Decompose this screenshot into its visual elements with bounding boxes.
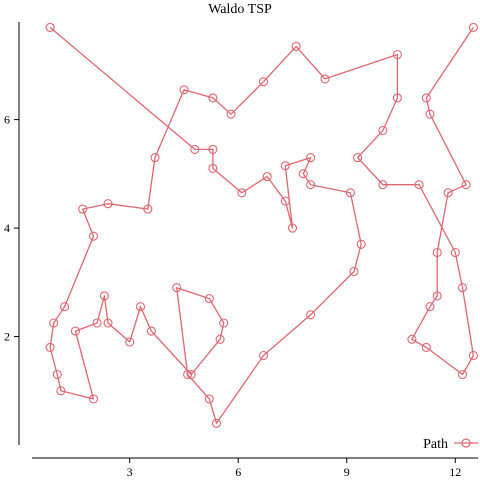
data-point	[468, 350, 478, 361]
data-point	[287, 223, 298, 233]
x-tick-label: 3	[127, 465, 133, 479]
data-point	[407, 334, 417, 344]
data-point	[414, 180, 424, 190]
data-point	[88, 231, 99, 241]
data-point	[99, 291, 109, 301]
data-point	[215, 334, 225, 344]
data-point	[425, 302, 435, 312]
data-point	[78, 204, 88, 214]
x-tick-label: 9	[344, 465, 350, 479]
x-ticks: 3 6 9 12	[127, 458, 461, 479]
data-point	[208, 163, 218, 173]
data-point	[92, 318, 102, 328]
data-point	[298, 169, 308, 179]
data-point	[425, 109, 435, 119]
data-point	[450, 247, 460, 258]
data-point	[457, 283, 468, 293]
data-point	[150, 153, 160, 163]
axes	[18, 22, 478, 459]
chart-title: Waldo TSP	[208, 2, 272, 17]
data-point	[378, 125, 388, 136]
data-point	[353, 153, 363, 163]
data-point	[183, 369, 193, 380]
data-point	[356, 239, 366, 249]
data-point	[190, 144, 200, 154]
data-point	[443, 188, 453, 198]
data-point	[226, 109, 236, 119]
data-point	[146, 326, 156, 336]
y-tick-label: 2	[4, 330, 10, 344]
data-point	[345, 188, 355, 198]
x-tick-label: 6	[235, 465, 241, 479]
data-point	[172, 283, 182, 293]
data-point	[211, 418, 222, 428]
data-point	[52, 369, 62, 380]
data-point	[49, 318, 59, 328]
data-point	[306, 180, 316, 190]
legend-marker-path	[461, 438, 471, 448]
y-tick-label: 6	[4, 113, 10, 127]
data-point	[103, 199, 113, 209]
y-tick-label: 4	[4, 221, 10, 235]
data-point	[306, 310, 316, 320]
data-point	[237, 188, 247, 198]
data-point	[70, 326, 80, 336]
data-point	[378, 180, 388, 190]
data-point	[291, 41, 301, 51]
data-point	[208, 93, 218, 103]
data-point	[45, 342, 55, 352]
data-point	[60, 302, 70, 312]
data-point	[421, 342, 431, 352]
data-point	[103, 318, 113, 328]
data-point	[258, 77, 269, 87]
data-point	[208, 144, 218, 154]
data-point	[125, 337, 135, 347]
data-point	[186, 369, 196, 380]
data-point	[88, 394, 99, 404]
data-point	[45, 22, 55, 32]
x-tick-label: 12	[449, 465, 461, 479]
plot-area	[45, 22, 478, 428]
data-point	[219, 318, 229, 328]
legend: Path	[423, 437, 478, 452]
data-point	[432, 291, 442, 301]
data-point	[179, 85, 189, 95]
data-point	[280, 196, 290, 206]
data-point	[143, 204, 153, 214]
data-point	[421, 93, 431, 103]
data-point	[392, 49, 402, 60]
data-point	[320, 74, 330, 84]
data-point	[461, 180, 471, 190]
data-point	[280, 161, 290, 171]
data-point	[468, 22, 478, 32]
legend-label-path: Path	[423, 437, 448, 452]
data-point	[135, 302, 146, 312]
series-line-path	[49, 26, 475, 424]
data-point	[306, 153, 316, 163]
data-point	[56, 386, 66, 396]
data-point	[262, 172, 272, 182]
data-point	[258, 350, 269, 361]
data-point	[204, 294, 214, 304]
data-point	[392, 93, 402, 103]
data-point	[432, 247, 442, 258]
data-point	[204, 394, 214, 404]
y-ticks: 2 4 6	[4, 113, 19, 344]
data-point	[457, 369, 468, 380]
data-point	[349, 266, 359, 277]
